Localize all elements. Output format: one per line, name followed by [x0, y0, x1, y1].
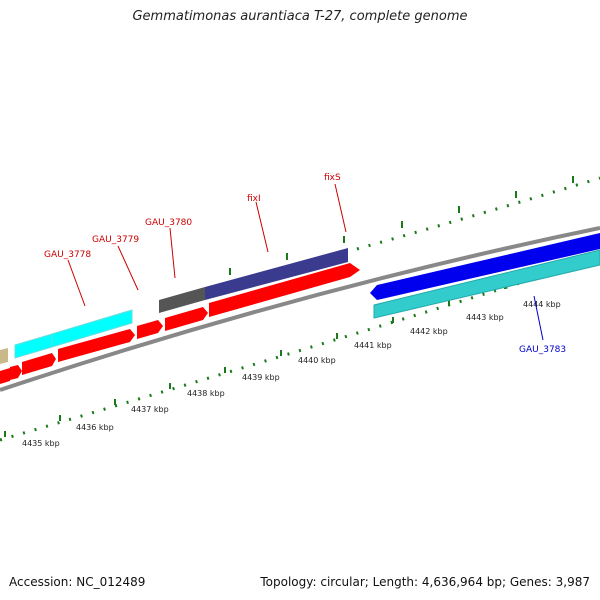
forward-cds-arrow [10, 365, 22, 380]
tick-label-4436: 4436 kbp [76, 423, 114, 432]
gene-labels: GAU_3778 GAU_3779 GAU_3780 fixI fixS GAU… [44, 173, 566, 355]
tick-label-4438: 4438 kbp [187, 389, 225, 398]
tick-label-4435: 4435 kbp [22, 439, 60, 448]
cyan-feature-block [51, 309, 133, 348]
tick-label-4437: 4437 kbp [131, 405, 169, 414]
gene-label-leaders [67, 183, 544, 341]
tick-label-4444: 4444 kbp [523, 300, 561, 309]
forward-cds-arrow [209, 263, 360, 317]
gene-label-gau-3783: GAU_3783 [519, 345, 566, 355]
accession-text: Accession: NC_012489 [9, 575, 146, 589]
forward-cds-arrow [22, 353, 56, 375]
tan-feature-block [0, 348, 8, 364]
gene-label-gau-3779: GAU_3779 [92, 235, 139, 245]
gene-label-gau-3780: GAU_3780 [145, 218, 192, 228]
navy-feature-block [205, 248, 348, 300]
forward-cds-arrow [58, 329, 135, 362]
reverse-cds-arrow [370, 233, 600, 300]
scale-tick-labels: 4435 kbp 4436 kbp 4437 kbp 4438 kbp 4439… [22, 300, 561, 448]
forward-cds-arrow [0, 368, 10, 384]
topology-text: Topology: circular; Length: 4,636,964 bp… [260, 575, 590, 589]
tick-label-4441: 4441 kbp [354, 341, 392, 350]
scale-tick-marks [4, 176, 574, 437]
gene-label-fixi: fixI [247, 194, 261, 204]
tick-label-4442: 4442 kbp [410, 327, 448, 336]
forward-cds-arrow [165, 307, 208, 331]
forward-cds-arrow [137, 320, 163, 339]
cyan-feature-block [14, 333, 53, 359]
teal-feature-block [373, 249, 600, 319]
backbone [0, 226, 600, 392]
tick-label-4440: 4440 kbp [298, 356, 336, 365]
tick-label-4443: 4443 kbp [466, 313, 504, 322]
gene-label-gau-3778: GAU_3778 [44, 250, 91, 260]
tick-label-4439: 4439 kbp [242, 373, 280, 382]
gene-label-fixs: fixS [324, 173, 341, 183]
map-title: Gemmatimonas aurantiaca T-27, complete g… [132, 9, 468, 24]
inner-dotted-guide [0, 256, 600, 442]
gray-feature-block [159, 287, 205, 313]
